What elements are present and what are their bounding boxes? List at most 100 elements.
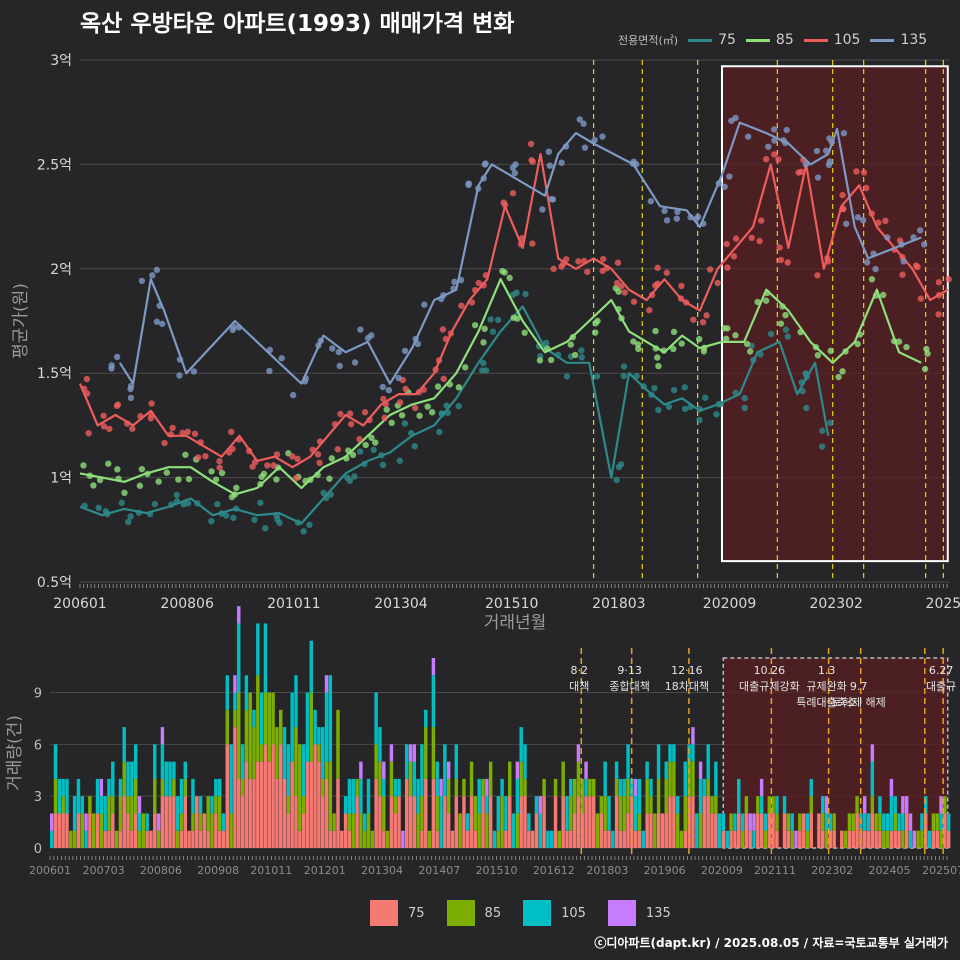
volume-bar-75 xyxy=(393,813,397,848)
volume-bar-75 xyxy=(53,813,58,848)
price-point-135 xyxy=(863,259,871,266)
volume-bar-75 xyxy=(446,813,451,848)
price-point-75 xyxy=(513,289,520,296)
price-point-105 xyxy=(730,253,738,260)
price-y-tick-label: 1.5억 xyxy=(37,366,72,382)
volume-bar-85 xyxy=(362,830,367,848)
price-point-105 xyxy=(100,412,107,419)
volume-bar-105 xyxy=(118,778,123,797)
price-point-135 xyxy=(127,394,135,402)
volume-bar-75 xyxy=(633,830,638,848)
volume-bar-85 xyxy=(519,761,523,797)
volume-bar-85 xyxy=(141,813,146,848)
volume-bar-75 xyxy=(840,830,844,848)
price-point-85 xyxy=(182,451,189,458)
volume-bar-85 xyxy=(183,778,188,797)
volume-bar-135 xyxy=(401,830,405,848)
volume-bar-135 xyxy=(50,813,54,831)
volume-bar-85 xyxy=(901,830,905,848)
volume-bar-75 xyxy=(874,830,878,848)
volume-x-tick-label: 201011 xyxy=(250,864,292,877)
price-point-105 xyxy=(699,318,707,326)
volume-bar-85 xyxy=(275,727,279,779)
price-point-85 xyxy=(434,383,442,390)
volume-bar-75 xyxy=(95,813,100,848)
volume-bar-85 xyxy=(294,727,298,797)
volume-bar-135 xyxy=(908,813,913,831)
price-point-85 xyxy=(218,469,226,477)
price-point-85 xyxy=(722,335,730,343)
volume-bar-75 xyxy=(847,830,852,848)
price-point-105 xyxy=(509,189,517,197)
price-point-135 xyxy=(149,272,156,279)
volume-bar-105 xyxy=(191,778,195,814)
price-point-75 xyxy=(522,290,529,298)
volume-bar-135 xyxy=(576,744,581,762)
volume-bar-75 xyxy=(435,830,439,848)
volume-bar-85 xyxy=(469,761,474,797)
volume-x-tick-label: 202302 xyxy=(811,864,853,877)
price-point-135 xyxy=(814,174,822,181)
volume-bar-75 xyxy=(782,813,787,848)
volume-bar-75 xyxy=(832,830,836,848)
volume-bar-105 xyxy=(630,778,634,797)
price-point-105 xyxy=(440,375,447,383)
price-point-135 xyxy=(854,214,862,221)
volume-bar-105 xyxy=(229,744,233,814)
price-point-105 xyxy=(380,395,387,403)
volume-bar-85 xyxy=(122,761,126,797)
price-point-85 xyxy=(652,327,659,335)
volume-bar-105 xyxy=(668,744,672,762)
price-point-105 xyxy=(83,375,91,383)
volume-bar-75 xyxy=(775,830,779,848)
price-point-135 xyxy=(549,196,557,203)
price-point-105 xyxy=(337,410,344,418)
volume-bar-75 xyxy=(878,830,882,848)
volume-bar-105 xyxy=(404,744,409,779)
price-point-135 xyxy=(920,241,928,248)
volume-legend: 75 85 105 135 xyxy=(370,900,671,926)
price-point-85 xyxy=(700,348,708,355)
volume-bar-105 xyxy=(626,744,630,779)
volume-bar-85 xyxy=(477,813,481,848)
price-point-85 xyxy=(839,368,846,375)
volume-bar-85 xyxy=(271,692,275,745)
volume-bar-75 xyxy=(267,761,271,848)
volume-bar-85 xyxy=(943,796,947,814)
volume-bar-105 xyxy=(519,727,523,762)
volume-bar-75 xyxy=(591,796,596,848)
volume-bar-75 xyxy=(424,778,428,848)
price-point-75 xyxy=(681,405,689,413)
volume-bar-75 xyxy=(488,796,493,848)
volume-bar-135 xyxy=(759,778,764,797)
volume-bar-85 xyxy=(653,813,657,848)
volume-bar-105 xyxy=(828,813,833,831)
price-point-135 xyxy=(176,372,183,379)
volume-bar-85 xyxy=(931,813,936,831)
legend-item-105: 105 xyxy=(803,32,860,48)
volume-bar-135 xyxy=(584,761,588,779)
volume-bar-105 xyxy=(908,830,913,848)
price-point-135 xyxy=(351,359,359,366)
volume-x-tick-label: 201906 xyxy=(644,864,686,877)
volume-bar-105 xyxy=(107,778,111,797)
volume-bar-105 xyxy=(65,778,69,814)
volume-bar-75 xyxy=(195,796,199,848)
price-point-85 xyxy=(471,321,479,329)
volume-bar-75 xyxy=(481,796,485,848)
price-point-85 xyxy=(743,340,751,348)
volume-bar-85 xyxy=(729,813,733,831)
volume-bar-135 xyxy=(752,813,756,831)
volume-bar-85 xyxy=(206,796,210,831)
price-point-85 xyxy=(208,468,215,475)
policy-label: 9.7 xyxy=(850,680,868,693)
volume-bar-105 xyxy=(523,744,527,779)
volume-bar-135 xyxy=(538,796,542,814)
price-point-105 xyxy=(618,283,625,290)
price-point-135 xyxy=(385,386,393,394)
volume-bar-85 xyxy=(935,813,939,831)
volume-bar-105 xyxy=(695,813,699,848)
volume-bar-75 xyxy=(466,830,470,848)
price-point-105 xyxy=(839,191,846,199)
volume-bar-105 xyxy=(198,796,203,814)
